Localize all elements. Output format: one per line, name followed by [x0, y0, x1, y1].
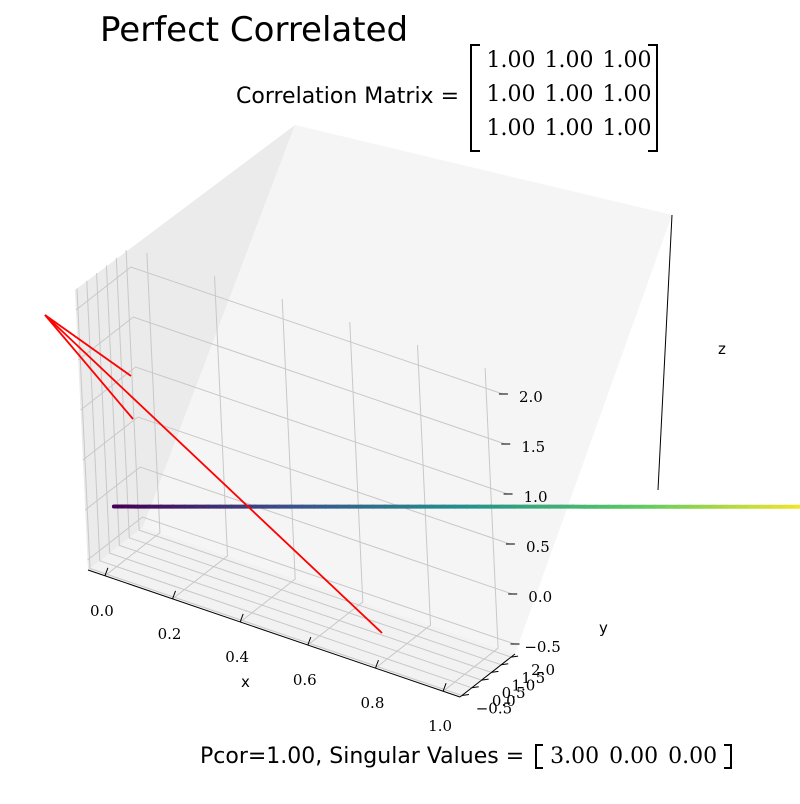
chart-title: Perfect Correlated	[100, 10, 408, 50]
x-tick-label: 0.0	[90, 602, 114, 620]
matrix-cell: 1.00	[482, 48, 540, 73]
footer-equals: =	[506, 744, 524, 769]
z-tick-label: 1.0	[524, 488, 548, 506]
correlation-label-text: Correlation Matrix	[236, 84, 434, 109]
z-tick-label: 1.5	[521, 438, 545, 456]
z-tick-label: 0.5	[526, 538, 550, 556]
matrix-cell: 1.00	[598, 82, 656, 107]
y-axis-label: y	[599, 619, 608, 637]
z-tick-label: 0.0	[528, 588, 552, 606]
matrix-cell: 1.00	[540, 82, 598, 107]
x-tick-label: 0.4	[225, 648, 249, 666]
correlation-matrix-label: Correlation Matrix =	[236, 84, 459, 109]
axis-panes	[75, 125, 672, 697]
y-tick-label: 2.0	[531, 661, 555, 679]
x-tick-label: 0.2	[158, 625, 182, 643]
matrix-cell: 1.00	[482, 82, 540, 107]
footer-prefix: Pcor=1.00, Singular Values	[200, 744, 499, 769]
x-axis-label: x	[241, 673, 250, 691]
footer-caption: Pcor=1.00, Singular Values = 3.00 0.00 0.0…	[200, 744, 732, 769]
matrix-cell: 1.00	[598, 48, 656, 73]
equals-sign: =	[441, 84, 459, 109]
matrix-cell: 1.00	[598, 116, 656, 141]
singular-value: 3.00	[550, 744, 599, 769]
x-tick-label: 0.8	[361, 694, 385, 712]
matrix-cell: 1.00	[540, 48, 598, 73]
z-tick-label: 2.0	[519, 388, 543, 406]
x-tick-label: 0.6	[293, 671, 317, 689]
matrix-cell: 1.00	[482, 116, 540, 141]
matrix-left-bracket	[470, 44, 480, 152]
matrix-cell: 1.00	[540, 116, 598, 141]
singular-value: 0.00	[668, 744, 717, 769]
singular-values-vector: 3.00 0.00 0.00	[535, 744, 732, 769]
z-axis-label: z	[718, 340, 726, 358]
z-axis-line	[658, 215, 672, 490]
singular-value: 0.00	[609, 744, 658, 769]
z-tick-label: −0.5	[524, 638, 560, 656]
x-tick-label: 1.0	[428, 717, 452, 735]
